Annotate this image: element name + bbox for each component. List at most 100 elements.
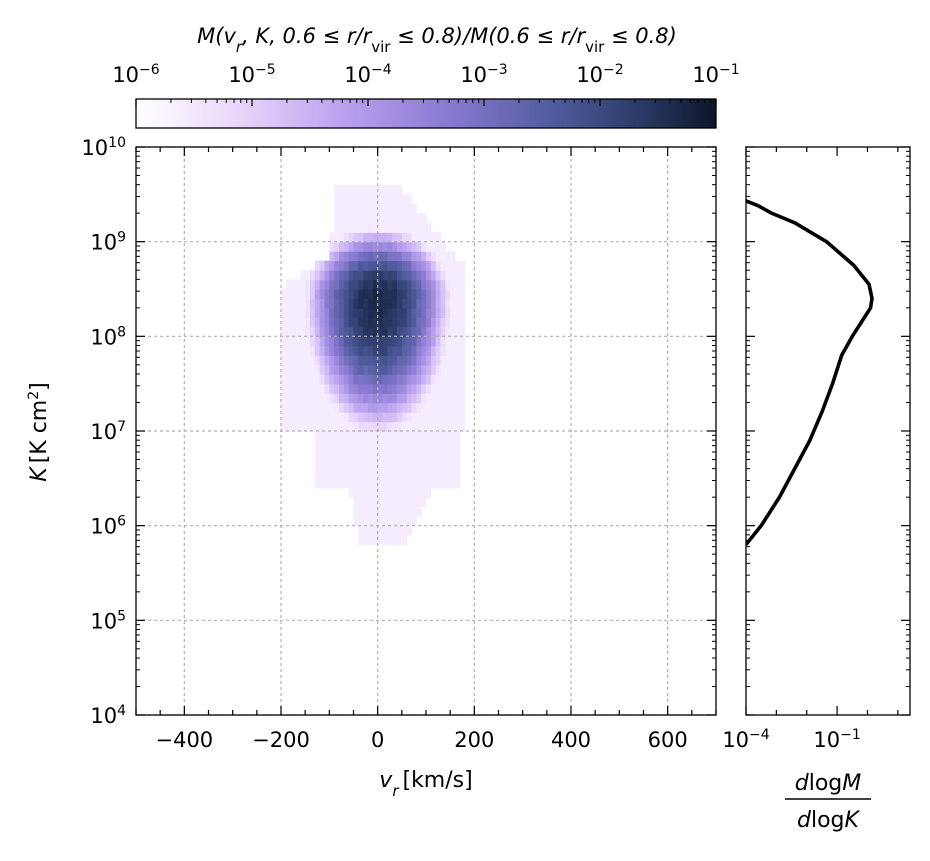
heatmap-cell: [348, 345, 355, 356]
heatmap-cell: [411, 213, 417, 224]
heatmap-cell: [426, 251, 432, 262]
y-tick-label: 107: [90, 419, 126, 444]
heatmap-cell: [416, 279, 422, 290]
heatmap-cell: [372, 241, 379, 252]
heatmap-cell: [392, 260, 398, 271]
heatmap-cell: [392, 421, 398, 432]
heatmap-cell: [445, 440, 451, 451]
heatmap-cell: [358, 298, 364, 309]
heatmap-cell: [435, 298, 442, 309]
heatmap-cell: [324, 355, 330, 366]
heatmap-cell: [300, 364, 306, 375]
heatmap-cell: [387, 345, 393, 356]
heatmap-cell: [450, 260, 456, 271]
heatmap-cell: [343, 364, 350, 375]
heatmap-cell: [459, 355, 466, 366]
heatmap-cell: [353, 203, 359, 214]
heatmap-cell: [411, 468, 417, 479]
heatmap-cell: [319, 402, 326, 413]
heatmap-cell: [300, 383, 306, 394]
heatmap-cell: [348, 317, 355, 328]
heatmap-cell: [343, 449, 350, 460]
heatmap-cell: [310, 298, 316, 309]
heatmap-cell: [387, 203, 393, 214]
heatmap-cell: [397, 355, 403, 366]
heatmap-cell: [450, 355, 456, 366]
heatmap-cell: [406, 364, 413, 375]
heatmap-panel: −400 −200 0 200 400 600 104 105 106 107 108 109 1010…: [26, 135, 717, 800]
heatmap-cell: [421, 402, 427, 413]
heatmap-cell: [426, 440, 432, 451]
heatmap-cell: [295, 383, 301, 394]
heatmap-cell: [426, 421, 432, 432]
heatmap-cell: [358, 307, 364, 318]
heatmap-cell: [343, 431, 350, 442]
heatmap-cell: [387, 525, 393, 536]
heatmap-cell: [401, 478, 408, 489]
heatmap-cell: [305, 383, 311, 394]
heatmap-cell: [455, 364, 461, 375]
heatmap-cell: [430, 449, 437, 460]
heatmap-cell: [339, 260, 345, 271]
heatmap-cell: [401, 383, 408, 394]
heatmap-cell: [290, 289, 297, 300]
heatmap-cell: [406, 383, 413, 394]
heatmap-cell: [421, 468, 427, 479]
heatmap-cell: [314, 431, 321, 442]
heatmap-cell: [290, 355, 297, 366]
heatmap-cell: [368, 317, 374, 328]
heatmap-cell: [334, 355, 340, 366]
heatmap-cell: [421, 326, 427, 337]
heatmap-cell: [353, 355, 359, 366]
heatmap-cell: [382, 184, 388, 195]
heatmap-cell: [363, 326, 369, 337]
heatmap-cell: [363, 487, 369, 498]
heatmap-cell: [387, 326, 393, 337]
heatmap-cell: [401, 298, 408, 309]
heatmap-cell: [401, 421, 408, 432]
heatmap-cell: [392, 412, 398, 423]
heatmap-cell: [295, 402, 301, 413]
heatmap-cell: [329, 364, 335, 375]
heatmap-cell: [377, 184, 384, 195]
heatmap-cell: [348, 364, 355, 375]
heatmap-cell: [401, 506, 408, 517]
heatmap-cell: [392, 355, 398, 366]
heatmap-cell: [343, 459, 350, 470]
heatmap-cell: [382, 478, 388, 489]
heatmap-cell: [406, 270, 413, 281]
heatmap-cell: [334, 421, 340, 432]
heatmap-cell: [406, 459, 413, 470]
heatmap-cell: [416, 355, 422, 366]
heatmap-cell: [455, 468, 461, 479]
heatmap-cell: [411, 431, 417, 442]
heatmap-cell: [319, 374, 326, 385]
heatmap-cell: [426, 279, 432, 290]
heatmap-cell: [324, 307, 330, 318]
heatmap-cell: [295, 412, 301, 423]
heatmap-cell: [459, 393, 466, 404]
heatmap-cell: [368, 525, 374, 536]
heatmap-cell: [450, 412, 456, 423]
heatmap-cell: [411, 478, 417, 489]
heatmap-cell: [455, 307, 461, 318]
heatmap-cell: [397, 298, 403, 309]
heatmap-cell: [348, 440, 355, 451]
heatmap-cell: [305, 270, 311, 281]
heatmap-cell: [281, 298, 287, 309]
heatmap-cell: [372, 478, 379, 489]
heatmap-cell: [401, 232, 408, 243]
heatmap-cell: [382, 307, 388, 318]
heatmap-cell: [324, 459, 330, 470]
heatmap-cell: [290, 336, 297, 347]
heatmap-cell: [339, 184, 345, 195]
heatmap-cell: [285, 336, 292, 347]
heatmap-cell: [324, 478, 330, 489]
heatmap-cell: [377, 393, 384, 404]
heatmap-cell: [363, 468, 369, 479]
heatmap-cell: [363, 449, 369, 460]
heatmap-cell: [459, 383, 466, 394]
heatmap-cell: [300, 270, 306, 281]
heatmap-cell: [430, 440, 437, 451]
